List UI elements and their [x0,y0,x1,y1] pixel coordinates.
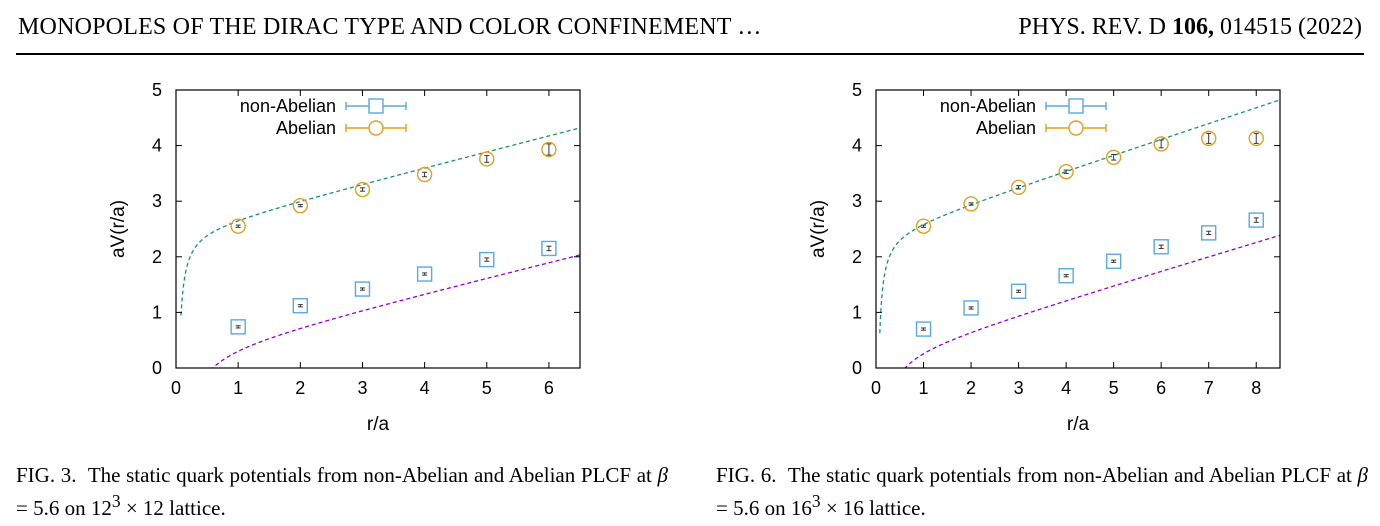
x-tick-label: 6 [544,378,554,398]
data-point-non-abelian [416,266,433,282]
data-point-abelian [963,196,979,212]
fit-curve-non-abelian [904,234,1280,368]
data-point-non-abelian [479,251,495,268]
x-tick-label: 5 [482,378,492,398]
x-tick-label: 8 [1251,378,1261,398]
figure-3-chart: 0 1 2 3 4 5 6 0 1 2 3 4 5 r/a aV(r/a) non-AbelianAbelia… [108,80,581,435]
data-point-abelian [416,166,433,183]
figure-3-caption: FIG. 3. The static quark potentials from… [16,462,668,521]
data-point-non-abelian [354,281,371,297]
x-tick-label: 4 [1061,378,1071,398]
y-tick-label: 5 [152,80,162,100]
x-tick-label: 2 [295,378,305,398]
x-axis-label: r/a [1067,414,1090,435]
caption-text: The static quark potentials from non-Abe… [87,463,658,487]
fit-curve-abelian [180,127,580,316]
figure-3: 0 1 2 3 4 5 6 0 1 2 3 4 5 r/a aV(r/a) non-Abelian Abelia… [80,58,620,438]
data-point-abelian [1010,179,1027,196]
data-point-abelian [915,218,932,234]
x-tick-label: 3 [1014,378,1024,398]
data-point-non-abelian [1105,253,1122,269]
x-tick-label: 1 [233,378,243,398]
beta-value: = 5.6 on 12 [16,496,112,520]
plot-frame [875,89,1281,369]
y-tick-label: 4 [852,136,862,156]
data-point-non-abelian [1248,212,1264,228]
data-point-abelian [354,181,371,198]
data-point-non-abelian [1153,239,1169,255]
fit-curve-non-abelian [211,254,580,368]
data-point-abelian [1201,130,1217,147]
data-point-non-abelian [1010,283,1027,299]
caption-label: FIG. 6. [716,463,777,487]
running-title: MONOPOLES OF THE DIRAC TYPE AND COLOR CO… [18,14,762,40]
y-tick-label: 0 [152,358,162,378]
beta-value: = 5.6 on 16 [716,496,812,520]
data-point-abelian [541,141,557,158]
data-point-non-abelian [541,240,557,257]
y-tick-label: 5 [852,80,862,100]
data-point-abelian [1058,164,1074,180]
x-tick-label: 1 [919,378,929,398]
y-tick-label: 3 [852,191,862,211]
legend-marker-non-abelian [368,98,384,114]
x-axis-label: r/a [367,414,390,435]
figure-6-caption: FIG. 6. The static quark potentials from… [716,462,1368,521]
legend-label-non-abelian: non-Abelian [940,96,1036,116]
lattice-tail: × 12 lattice. [120,496,226,520]
legend-marker-abelian [368,120,384,136]
data-point-abelian [479,151,495,167]
data-point-abelian [230,218,246,234]
x-tick-label: 6 [1156,378,1166,398]
legend-label-abelian: Abelian [976,118,1036,138]
article-year: 014515 (2022) [1214,14,1362,40]
plot-frame [175,89,581,369]
legend-label-non-abelian: non-Abelian [240,96,336,116]
x-tick-label: 4 [420,378,430,398]
y-tick-label: 0 [852,358,862,378]
data-point-non-abelian [915,321,932,337]
header-rule [16,53,1364,55]
x-tick-label: 3 [357,378,367,398]
data-point-abelian [1105,149,1122,165]
figure-6-chart: 0 1 2 3 4 5 6 7 8 0 1 2 3 4 5 r/a aV(r/a) non-AbelianAbel… [808,80,1281,435]
journal-prefix: PHYS. REV. D [1018,14,1173,40]
y-tick-label: 1 [152,302,162,322]
x-tick-label: 0 [871,378,881,398]
lattice-exponent: 3 [811,491,821,511]
y-tick-label: 2 [152,247,162,267]
fit-curve-abelian [879,99,1280,334]
figure-6: 0 1 2 3 4 5 6 7 8 0 1 2 3 4 5 r/a aV(r/a) non-Abelian Abel… [780,58,1320,438]
data-point-abelian [1153,136,1169,152]
data-point-non-abelian [1201,225,1217,241]
legend-marker-non-abelian [1068,98,1084,114]
y-axis-label: aV(r/a) [108,200,129,258]
lattice-exponent: 3 [111,491,121,511]
lattice-tail: × 16 lattice. [820,496,926,520]
y-tick-label: 4 [152,136,162,156]
caption-label: FIG. 3. [16,463,77,487]
journal-reference: PHYS. REV. D 106, 014515 (2022) [1018,14,1362,41]
page-header: MONOPOLES OF THE DIRAC TYPE AND COLOR CO… [0,0,1380,56]
x-tick-label: 7 [1204,378,1214,398]
data-point-non-abelian [1058,268,1074,284]
x-tick-label: 5 [1109,378,1119,398]
y-tick-label: 3 [152,191,162,211]
y-tick-label: 2 [852,247,862,267]
caption-text: The static quark potentials from non-Abe… [787,463,1358,487]
data-point-abelian [292,197,309,214]
legend-marker-abelian [1068,120,1084,136]
x-tick-label: 0 [171,378,181,398]
data-point-non-abelian [292,298,309,314]
data-point-non-abelian [963,300,979,316]
data-point-non-abelian [230,319,246,335]
beta-symbol: β [657,463,669,487]
journal-volume: 106, [1172,14,1215,40]
data-point-abelian [1248,130,1264,147]
y-tick-label: 1 [852,302,862,322]
x-tick-label: 2 [966,378,976,398]
y-axis-label: aV(r/a) [808,200,829,258]
legend-label-abelian: Abelian [276,118,336,138]
beta-symbol: β [1357,463,1369,487]
